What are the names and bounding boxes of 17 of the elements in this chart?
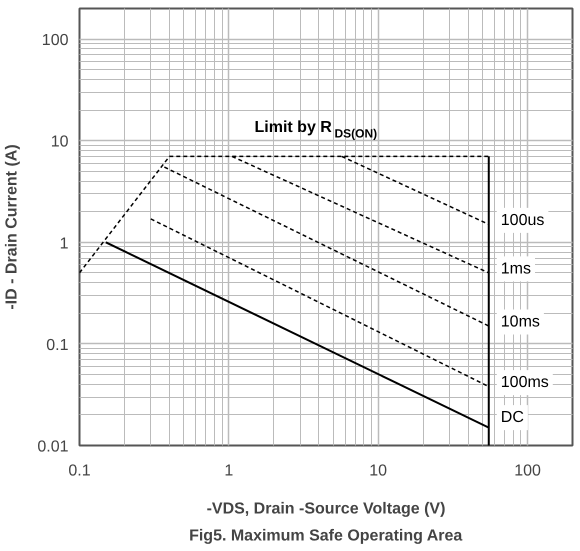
x-tick-label: 1: [224, 462, 234, 480]
y-axis-title: -ID - Drain Current (A): [3, 144, 20, 310]
series-label: DC: [500, 409, 524, 426]
x-tick-label: 10: [369, 462, 388, 480]
y-tick-label: 0.01: [37, 438, 69, 456]
text: Fig5. Maximum Safe Operating Area: [189, 528, 462, 544]
series-label: 1ms: [500, 260, 531, 278]
x-tick-label: 100: [514, 462, 541, 480]
y-tick-label: 10: [50, 134, 69, 151]
series-label: 10ms: [500, 314, 540, 331]
x-axis-title: -VDS, Drain -Source Voltage (V): [206, 500, 446, 518]
y-tick-label: 100: [42, 32, 69, 50]
y-tick-label: 0.1: [46, 336, 69, 354]
series-label: 100us: [500, 212, 544, 229]
y-tick-label: 1: [60, 235, 69, 252]
series-label: 100ms: [500, 374, 549, 392]
x-tick-label: 0.1: [68, 462, 91, 480]
